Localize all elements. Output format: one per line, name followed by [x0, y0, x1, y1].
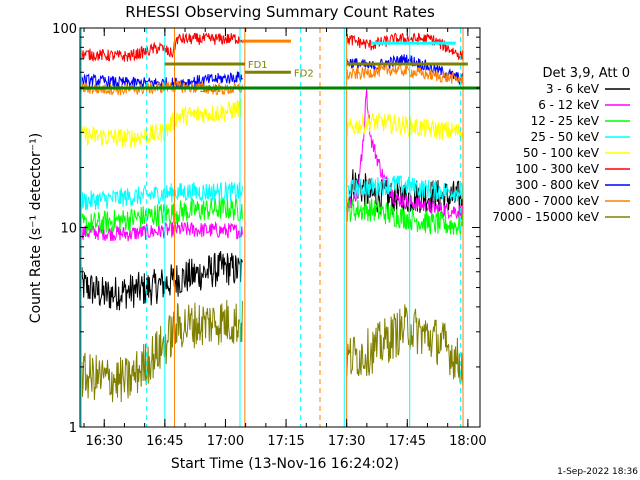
legend-label: 800 - 7000 keV	[508, 194, 600, 208]
series-line	[346, 304, 464, 390]
chart-title: RHESSI Observing Summary Count Rates	[125, 3, 435, 21]
y-tick-label: 1	[69, 421, 77, 436]
series-line	[80, 197, 243, 236]
series-line	[346, 112, 464, 142]
legend-label: 6 - 12 keV	[538, 98, 600, 112]
series-line	[80, 98, 243, 149]
legend-label: 100 - 300 keV	[515, 162, 599, 176]
series-line	[80, 32, 243, 62]
x-tick-label: 17:45	[389, 434, 426, 449]
vline-layer	[80, 28, 464, 427]
legend-label: 300 - 800 keV	[515, 178, 599, 192]
series-50to100keV	[80, 98, 464, 149]
flag-label: FD2	[294, 68, 314, 79]
flag-label: FD1	[248, 60, 268, 71]
tick-layer: 16:30 16:45 17:00 17:15 17:30 17:45 18:00 1 10 10…	[52, 22, 486, 449]
series-25to50keV	[80, 175, 464, 211]
series-line	[346, 63, 464, 85]
series-12to25keV	[80, 197, 464, 236]
x-tick-label: 16:45	[146, 434, 183, 449]
legend: 3 - 6 keV 6 - 12 keV 12 - 25 keV 25 - 50 ke…	[492, 82, 630, 224]
legend-label: 25 - 50 keV	[531, 130, 600, 144]
footer-timestamp: 1-Sep-2022 18:36	[557, 467, 638, 477]
legend-title: Det 3,9, Att 0	[543, 66, 630, 81]
y-tick-label: 10	[60, 222, 77, 237]
x-tick-label: 18:00	[449, 434, 486, 449]
series-7000to15000keV	[80, 299, 464, 403]
x-tick-label: 17:00	[207, 434, 244, 449]
x-axis-label: Start Time (13-Nov-16 16:24:02)	[171, 456, 399, 472]
x-tick-label: 17:15	[267, 434, 304, 449]
series-line	[346, 32, 464, 62]
legend-label: 12 - 25 keV	[531, 114, 600, 128]
series-line	[80, 299, 243, 403]
y-tick-label: 100	[52, 22, 77, 37]
x-tick-label: 16:30	[86, 434, 123, 449]
series-6to12keV	[80, 87, 464, 242]
series-line	[80, 251, 243, 311]
flag-layer: FD1FD2SAA	[80, 39, 480, 95]
x-tick-label: 17:30	[328, 434, 365, 449]
series-line	[346, 175, 464, 202]
series-line	[80, 181, 243, 211]
y-axis-label: Count Rate (s⁻¹ detector⁻¹)	[28, 133, 44, 323]
series-line	[80, 221, 243, 242]
series-line	[346, 87, 464, 221]
legend-label: 50 - 100 keV	[523, 146, 600, 160]
legend-label: 3 - 6 keV	[546, 82, 600, 96]
series-line	[346, 198, 464, 236]
legend-label: 7000 - 15000 keV	[492, 210, 599, 224]
series-3to6keV	[80, 169, 464, 311]
